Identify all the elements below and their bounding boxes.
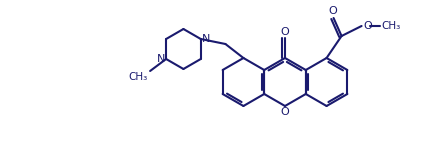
Text: CH₃: CH₃ [381,21,401,31]
Text: N: N [202,34,210,44]
Text: O: O [328,6,337,16]
Text: CH₃: CH₃ [129,72,148,82]
Text: O: O [281,107,289,117]
Text: O: O [281,27,289,37]
Text: O: O [364,21,372,31]
Text: N: N [157,54,165,64]
